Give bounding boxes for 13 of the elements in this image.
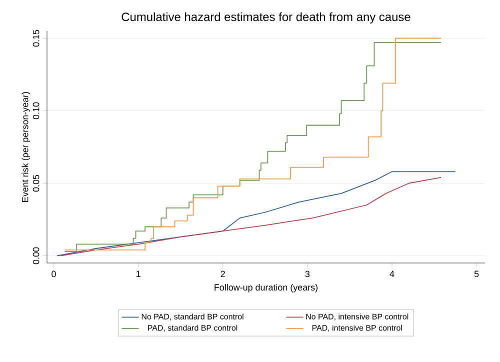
x-tick-label: 3 [305,270,310,278]
y-tick-label: 0.00 [32,247,40,264]
x-tick-label: 5 [474,270,479,278]
y-tick-label: 0.15 [32,30,40,47]
x-tick-label: 4 [390,270,394,277]
y-axis-title: Event risk (per person-year) [22,92,30,202]
x-tick-label: 0 [52,270,56,278]
x-axis-title: Follow-up duration (years) [214,284,318,292]
y-tick-label: 0.10 [32,102,40,120]
x-tick-label: 2 [220,270,225,278]
chart-title: Cumulative hazard estimates for death from any cause [122,12,410,24]
x-tick-label: 1 [136,270,140,277]
y-tick-label: 0.05 [32,174,40,192]
